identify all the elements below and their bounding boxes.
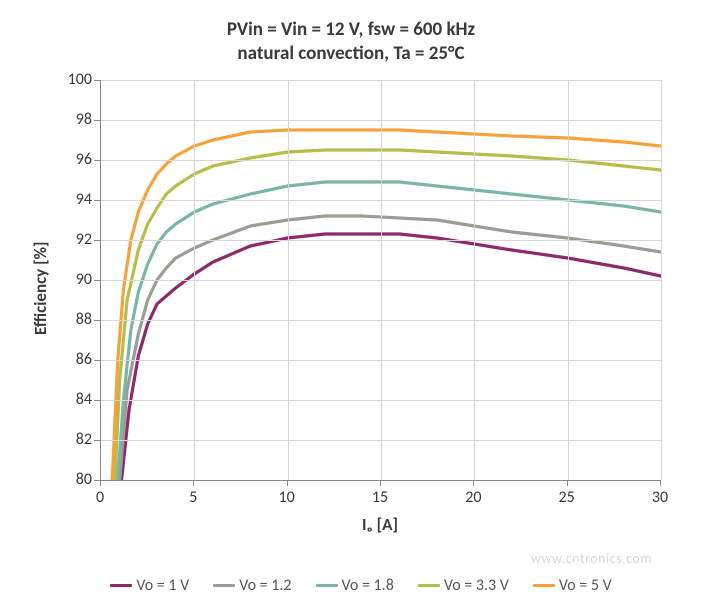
y-tick-mark (94, 240, 100, 241)
x-tick-label: 20 (453, 488, 493, 507)
x-tick-label: 5 (173, 488, 213, 507)
x-axis-label: Iₒ [A] (100, 514, 660, 535)
x-tick-label: 30 (640, 488, 680, 507)
y-tick-label: 86 (52, 350, 92, 369)
gridline-v (288, 80, 289, 480)
x-tick-label: 25 (547, 488, 587, 507)
y-tick-mark (94, 360, 100, 361)
gridline-v (474, 80, 475, 480)
y-axis-label: Efficiency [%] (30, 241, 51, 335)
x-tick-mark (193, 480, 194, 486)
x-tick-mark (380, 480, 381, 486)
y-tick-mark (94, 120, 100, 121)
legend-label: Vo = 5 V (559, 576, 612, 595)
gridline-v (568, 80, 569, 480)
y-tick-label: 96 (52, 150, 92, 169)
legend-label: Vo = 1 V (136, 576, 189, 595)
y-tick-label: 84 (52, 390, 92, 409)
legend-item: Vo = 1 V (110, 576, 189, 595)
y-tick-mark (94, 160, 100, 161)
legend: Vo = 1 V Vo = 1.2 Vo = 1.8 Vo = 3.3 V Vo = 5… (40, 576, 682, 595)
x-tick-mark (473, 480, 474, 486)
x-tick-mark (567, 480, 568, 486)
chart-title-line1: PVin = Vin = 12 V, fsw = 600 kHz (0, 18, 702, 41)
legend-swatch (533, 584, 555, 587)
y-tick-mark (94, 440, 100, 441)
legend-swatch (213, 584, 235, 587)
x-tick-label: 15 (360, 488, 400, 507)
chart-title-line2: natural convection, Ta = 25°C (0, 42, 702, 65)
legend-label: Vo = 1.8 (342, 576, 394, 595)
x-tick-mark (100, 480, 101, 486)
y-tick-mark (94, 80, 100, 81)
y-tick-label: 94 (52, 190, 92, 209)
x-tick-mark (660, 480, 661, 486)
y-tick-mark (94, 200, 100, 201)
y-tick-label: 90 (52, 270, 92, 289)
y-tick-label: 88 (52, 310, 92, 329)
y-tick-label: 92 (52, 230, 92, 249)
gridline-v (661, 80, 662, 480)
y-tick-mark (94, 320, 100, 321)
series-line (122, 234, 661, 480)
gridline-v (381, 80, 382, 480)
legend-swatch (316, 584, 338, 587)
y-tick-label: 82 (52, 430, 92, 449)
x-tick-label: 10 (267, 488, 307, 507)
plot-area (100, 80, 661, 481)
x-tick-mark (287, 480, 288, 486)
chart-container: PVin = Vin = 12 V, fsw = 600 kHz natural… (0, 0, 702, 605)
gridline-v (194, 80, 195, 480)
legend-item: Vo = 1.8 (316, 576, 394, 595)
watermark-text: www.cntronics.com (531, 550, 652, 567)
legend-item: Vo = 5 V (533, 576, 612, 595)
legend-label: Vo = 1.2 (239, 576, 291, 595)
y-tick-mark (94, 280, 100, 281)
legend-item: Vo = 1.2 (213, 576, 291, 595)
legend-label: Vo = 3.3 V (444, 576, 509, 595)
legend-item: Vo = 3.3 V (418, 576, 509, 595)
y-tick-label: 80 (52, 470, 92, 489)
y-tick-label: 98 (52, 110, 92, 129)
x-tick-label: 0 (80, 488, 120, 507)
y-tick-label: 100 (52, 70, 92, 89)
legend-swatch (110, 584, 132, 587)
y-tick-mark (94, 400, 100, 401)
series-line (118, 182, 661, 480)
legend-swatch (418, 584, 440, 587)
